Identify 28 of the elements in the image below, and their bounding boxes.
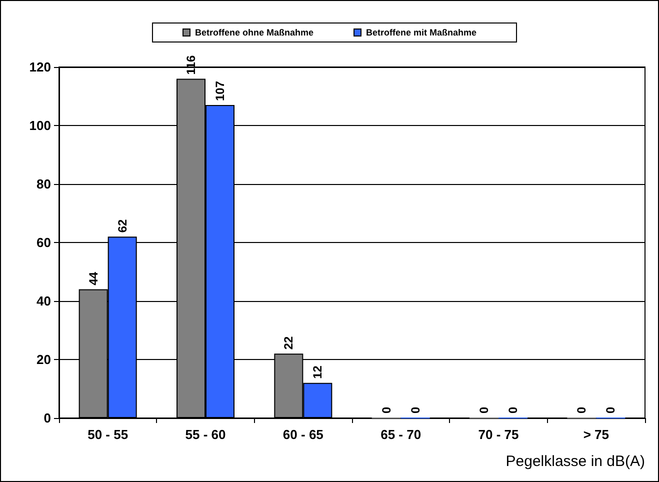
data-label: 44 — [86, 272, 100, 286]
legend-label: Betroffene mit Maßnahme — [366, 28, 477, 38]
y-tick-label: 60 — [36, 235, 51, 250]
data-label: 0 — [574, 406, 589, 414]
data-label: 0 — [604, 406, 618, 414]
y-tick-label: 0 — [44, 410, 51, 426]
data-label: 62 — [115, 218, 130, 233]
data-label: 0 — [408, 406, 422, 414]
y-tick-label: 20 — [36, 352, 51, 367]
data-label: 0 — [506, 406, 520, 414]
x-tick-label: 70 - 75 — [478, 427, 519, 442]
x-tick-label: 50 - 55 — [88, 427, 128, 442]
x-tick-label: 60 - 65 — [282, 427, 324, 442]
data-label: 22 — [282, 336, 296, 350]
x-axis-title: Pegelklasse in dB(A) — [506, 453, 646, 470]
y-tick-label: 40 — [36, 294, 51, 308]
legend-label: Betroffene ohne Maßnahme — [194, 28, 314, 38]
y-tick-label: 80 — [36, 176, 51, 192]
x-tick-label: 55 - 60 — [185, 427, 226, 442]
data-label: 107 — [213, 80, 227, 102]
x-tick-label: 65 - 70 — [380, 427, 422, 442]
data-label: 0 — [379, 406, 394, 414]
y-tick-label: 120 — [29, 60, 51, 74]
data-label: 0 — [477, 406, 491, 414]
data-label: 116 — [184, 55, 198, 75]
x-tick-label: > 75 — [583, 427, 610, 442]
y-tick-label: 100 — [29, 118, 51, 133]
data-label: 12 — [310, 365, 325, 379]
